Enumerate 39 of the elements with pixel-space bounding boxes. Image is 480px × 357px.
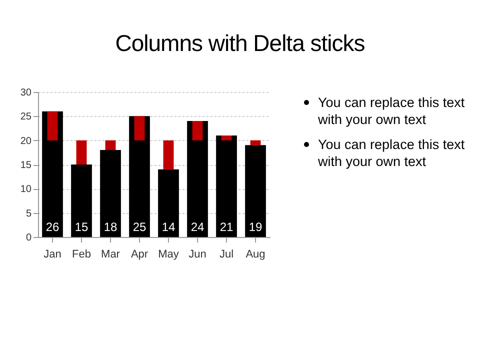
bar (105, 140, 116, 150)
y-tick-label: 30 (20, 88, 32, 98)
bar (163, 140, 174, 170)
x-tick-label: Mar (101, 248, 120, 260)
x-tick-label: Aug (246, 248, 266, 260)
data-label: 19 (248, 220, 262, 234)
bar (76, 140, 87, 164)
y-tick-label: 5 (26, 208, 32, 220)
data-label: 14 (162, 220, 176, 234)
data-label: 25 (132, 220, 146, 234)
x-tick-label: Apr (130, 248, 148, 260)
data-label: 21 (220, 220, 234, 234)
data-label: 15 (74, 220, 88, 234)
x-tick-label: May (158, 248, 180, 260)
y-tick-label: 15 (20, 160, 32, 171)
bar (221, 136, 232, 140)
x-tick-label: Jun (188, 248, 206, 260)
data-label: 18 (104, 220, 118, 234)
x-tick-label: Jul (219, 248, 234, 260)
text: You can replace this text with your own text (318, 94, 466, 128)
x-tick-label: Jan (44, 248, 62, 260)
chart-title: Columns with Delta sticks (114, 30, 366, 57)
y-tick-label: 20 (20, 136, 32, 147)
bar (245, 145, 266, 237)
bar (71, 164, 92, 237)
y-tick-label: 0 (26, 232, 32, 244)
bar (158, 169, 179, 237)
bar (134, 116, 145, 140)
bar (192, 121, 203, 140)
bar (100, 150, 121, 237)
x-tick-label: Feb (72, 248, 91, 260)
bar (216, 136, 237, 237)
y-tick-label: 10 (20, 184, 32, 196)
bar (47, 111, 58, 140)
text: You can replace this text with your own text (318, 136, 466, 170)
y-tick-label: 25 (20, 112, 32, 123)
data-label: 24 (190, 220, 204, 234)
data-label: 26 (46, 220, 60, 234)
bar (187, 121, 208, 237)
